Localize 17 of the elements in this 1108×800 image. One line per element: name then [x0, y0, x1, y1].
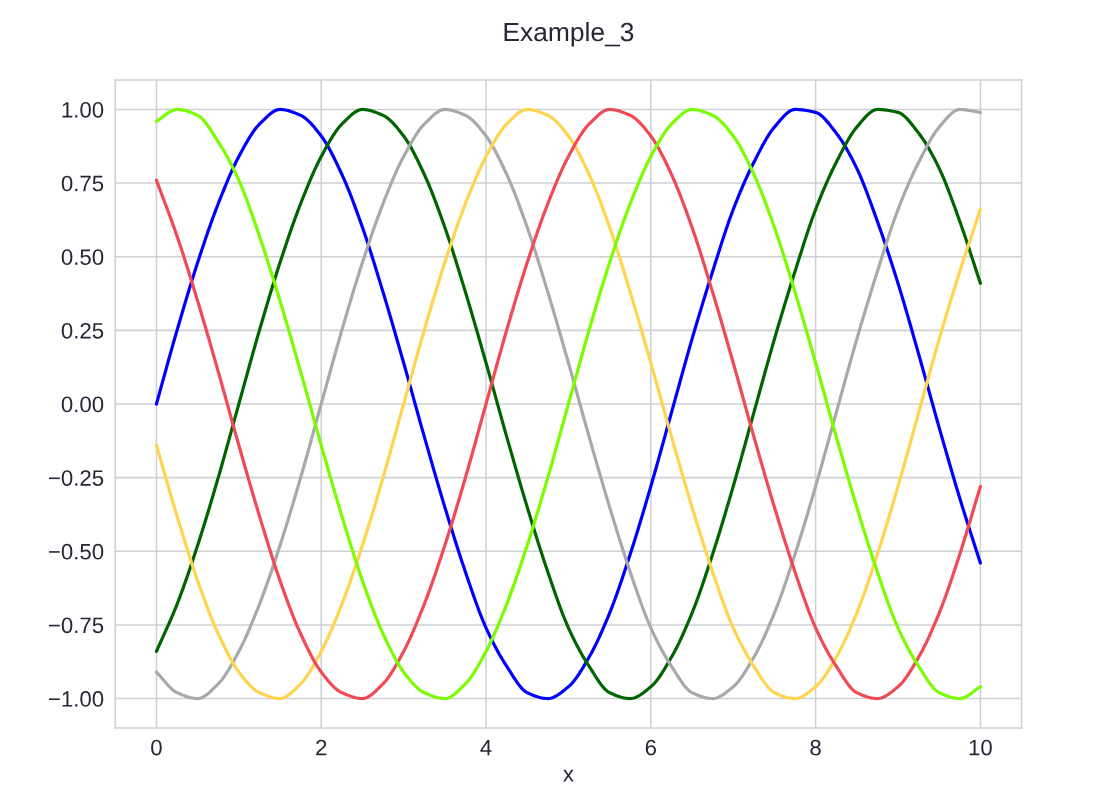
y-tick-label: 1.00 [62, 101, 104, 118]
x-tick-label: 8 [810, 739, 821, 756]
y-tick-label: 0.50 [61, 249, 104, 265]
x-tick-label: 10 [969, 739, 992, 756]
y-tick-label: −0.75 [48, 617, 104, 634]
y-tick-label: 0.00 [61, 396, 104, 413]
x-tick-label: 6 [645, 739, 656, 756]
x-tick-label: 4 [480, 739, 492, 756]
y-tick-label: 0.25 [61, 322, 104, 339]
y-tick-label: −0.50 [48, 543, 104, 560]
x-axis-title: x [563, 769, 574, 782]
y-tick-label: 0.75 [61, 175, 104, 192]
x-tick-label: 2 [316, 739, 327, 756]
y-tick-label: −0.25 [48, 470, 104, 486]
x-tick-label: 0 [151, 739, 162, 756]
chart-title: Example_3 [504, 21, 634, 47]
y-tick-label: −1.00 [48, 691, 104, 707]
